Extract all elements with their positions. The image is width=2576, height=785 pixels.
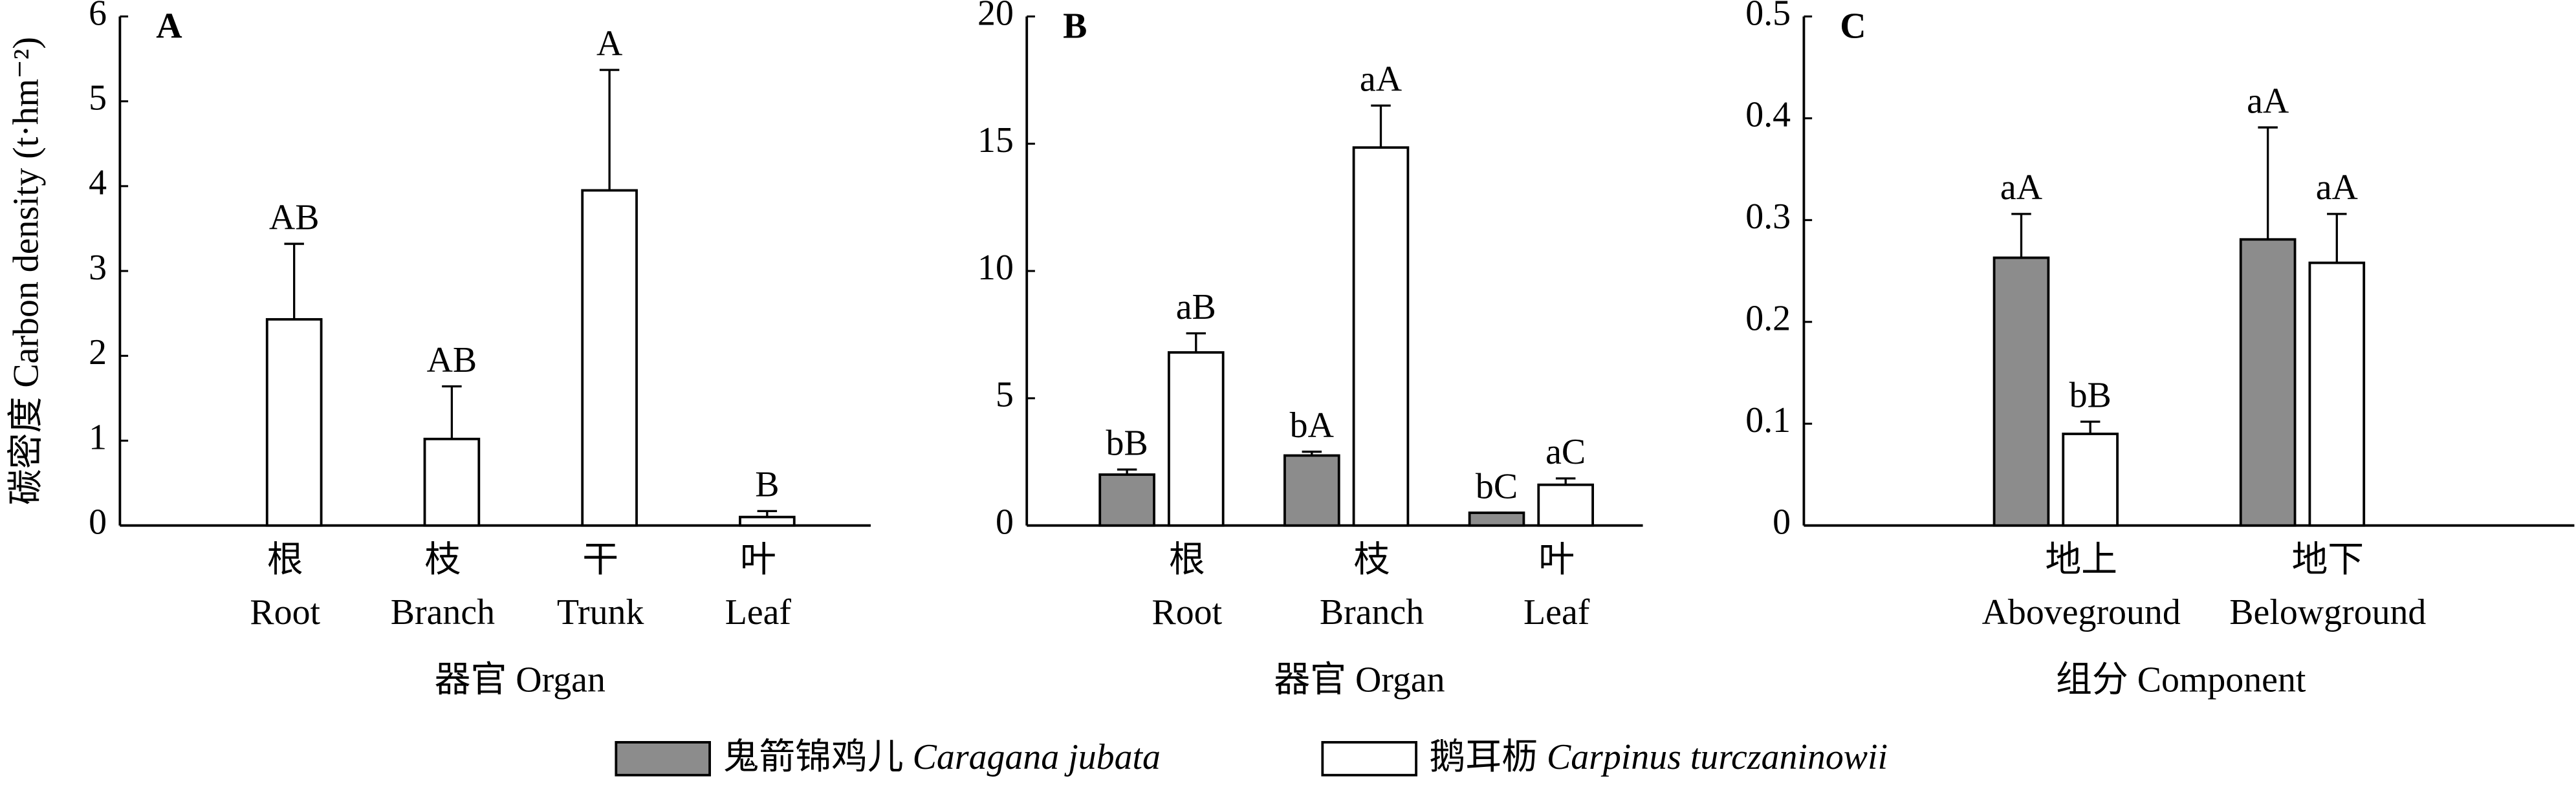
value-label: aA (2000, 167, 2042, 208)
legend-label: 鹅耳枥 Carpinus turczaninowii (1429, 737, 1888, 777)
y-tick-label: 10 (977, 248, 1014, 288)
y-tick-label: 15 (977, 120, 1014, 160)
bar (739, 515, 796, 527)
value-label: aA (2247, 81, 2289, 121)
value-label: AB (269, 197, 320, 237)
y-tick-label: 5 (89, 78, 107, 118)
value-label: B (755, 465, 779, 505)
value-label: aA (1360, 59, 1402, 99)
x-tick-label: 枝 (1354, 540, 1390, 580)
y-tick-label: 0 (1773, 502, 1791, 543)
bar (1352, 146, 1410, 527)
value-label: bA (1290, 405, 1334, 446)
x-tick-label: 根 (1169, 540, 1205, 580)
x-tick-label: 地上 (2045, 540, 2117, 580)
bar (2062, 433, 2119, 527)
legend-label: 鬼箭锦鸡儿 Caragana jubata (723, 737, 1161, 777)
y-tick-label: 1 (89, 417, 107, 457)
y-tick-label: 0 (996, 502, 1014, 543)
bar (1992, 256, 2050, 527)
y-tick-label: 2 (89, 332, 107, 372)
x-axis-label: 器官 Organ (435, 660, 606, 700)
value-label: aA (2316, 167, 2358, 208)
x-tick-label: Leaf (1523, 592, 1590, 632)
panel-label: C (1840, 6, 1866, 47)
y-tick-label: 4 (89, 163, 107, 203)
panel-label: A (156, 6, 182, 47)
legend-swatch (1321, 741, 1417, 777)
y-tick-label: 0.3 (1745, 197, 1791, 237)
bar (1098, 473, 1155, 527)
x-tick-label: 地下 (2291, 540, 2364, 580)
panel-label: B (1063, 6, 1087, 47)
x-tick-label: Root (1152, 592, 1222, 632)
x-tick-label: Leaf (725, 592, 792, 632)
y-tick-label: 0.1 (1745, 400, 1791, 440)
bar (265, 317, 323, 527)
y-tick-label: 3 (89, 248, 107, 288)
y-tick-label: 0 (89, 502, 107, 543)
x-axis-label: 器官 Organ (1274, 660, 1445, 700)
value-label: bC (1476, 466, 1518, 506)
y-tick-label: 0.4 (1745, 95, 1791, 135)
y-tick-label: 6 (89, 0, 107, 33)
x-tick-label: Aboveground (1982, 592, 2181, 632)
bar (1468, 511, 1525, 527)
bar (423, 437, 481, 527)
x-tick-label: 枝 (425, 540, 461, 580)
bar (581, 189, 638, 527)
x-tick-label: Root (250, 592, 320, 632)
x-tick-label: Branch (391, 592, 495, 632)
bar (1167, 351, 1225, 527)
bar (1537, 483, 1594, 527)
x-tick-label: Belowground (2229, 592, 2426, 632)
value-label: bB (2069, 375, 2112, 415)
x-axis-label: 组分 Component (2056, 660, 2306, 700)
bar (2308, 261, 2366, 527)
y-tick-label: 5 (996, 375, 1014, 415)
x-tick-label: Trunk (557, 592, 644, 632)
legend-swatch (615, 741, 711, 777)
y-tick-label: 20 (977, 0, 1014, 33)
x-tick-label: 叶 (740, 540, 776, 580)
value-label: aB (1176, 287, 1216, 327)
x-tick-label: 根 (267, 540, 303, 580)
value-label: AB (427, 340, 477, 380)
y-tick-label: 0.2 (1745, 299, 1791, 339)
x-tick-label: 干 (582, 540, 618, 580)
y-axis-label: 碳密度 Carbon density (t·hm⁻²) (6, 37, 47, 505)
x-tick-label: 叶 (1538, 540, 1575, 580)
bar (2239, 238, 2297, 527)
value-label: aC (1545, 432, 1586, 472)
value-label: bB (1106, 423, 1148, 463)
value-label: A (596, 23, 622, 63)
y-tick-label: 0.5 (1745, 0, 1791, 33)
bar (1283, 454, 1340, 527)
x-tick-label: Branch (1320, 592, 1424, 632)
